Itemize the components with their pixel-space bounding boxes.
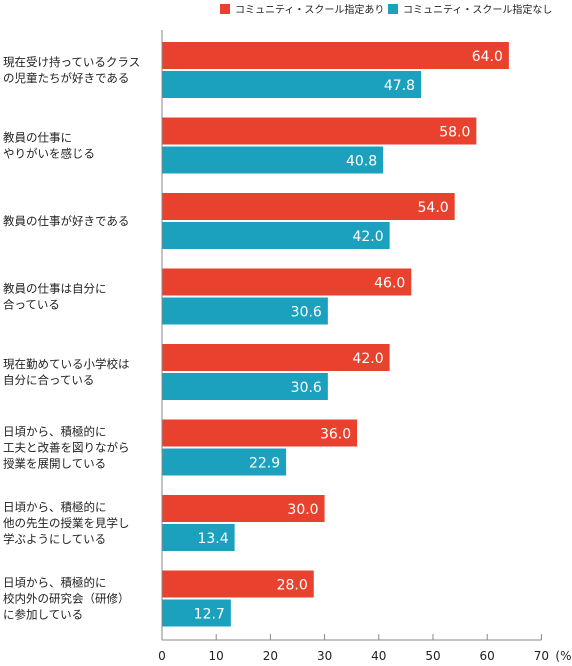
bar-0-3 [162,268,412,296]
value-label-1-0: 47.8 [384,78,415,94]
category-label-line: 現在受け持っているクラス [3,55,140,69]
bar-1-5 [162,448,287,476]
x-tick-label-70: 70 [534,649,549,663]
category-label-line: 学ぶようにしている [3,532,106,546]
category-label-line: 授業を展開している [3,457,106,471]
value-label-0-3: 46.0 [374,276,405,292]
category-label-line: に参加している [3,608,83,622]
value-label-0-1: 58.0 [439,125,470,141]
category-label-line: 教員の仕事は自分に [3,282,107,296]
value-label-1-5: 22.9 [249,456,280,472]
category-label-6: 日頃から、積極的に他の先生の授業を見学し学ぶようにしている [3,500,130,546]
value-label-1-2: 42.0 [352,229,383,245]
category-label-line: 工夫と改善を図りながら [3,441,130,455]
bar-1-1 [162,146,384,174]
category-label-1: 教員の仕事にやりがいを感じる [3,131,95,161]
bar-0-1 [162,117,477,145]
bar-1-2 [162,222,390,249]
category-label-7: 日頃から、積極的に校内外の研究会（研修） に参加している [3,576,130,622]
legend: コミュニティ・スクール指定あり コミュニティ・スクール指定なし [220,3,552,16]
legend-label-1: コミュニティ・スクール指定なし [403,3,552,16]
value-labels: 64.0 58.0 54.0 46.0 42.0 36.0 30.0 28.0 47.8 40.8… [194,49,503,623]
category-label-line: 他の先生の授業を見学し [3,516,130,530]
x-tick-label-0: 0 [158,649,166,663]
value-label-0-7: 28.0 [277,578,308,594]
category-label-0: 現在受け持っているクラスの児童たちが好きである [3,55,140,85]
bar-1-6 [162,524,235,551]
x-tick-label-30: 30 [317,649,332,663]
category-label-2: 教員の仕事が好きである [3,214,129,228]
value-label-0-0: 64.0 [472,49,503,65]
x-tick-label-60: 60 [480,649,495,663]
bar-1-0 [162,71,422,98]
bar-0-5 [162,419,358,447]
value-label-1-6: 13.4 [197,531,228,547]
x-tick-label-20: 20 [263,649,278,663]
category-label-5: 日頃から、積極的に工夫と改善を図りながら授業を展開している [3,425,130,471]
value-label-0-2: 54.0 [418,200,449,216]
category-label-line: 日頃から、積極的に [3,425,107,439]
legend-swatch-1 [388,4,398,14]
category-label-line: やりがいを感じる [3,147,95,161]
x-axis-ticks: 0 10 20 30 40 50 60 70 (%) [158,634,572,663]
value-label-0-6: 30.0 [287,502,318,518]
bars [162,42,509,627]
value-label-1-1: 40.8 [346,154,377,170]
category-label-line: 日頃から、積極的に [3,500,107,514]
bar-0-7 [162,570,314,598]
bar-0-4 [162,344,390,371]
category-label-line: 現在勤めている小学校は [3,357,130,371]
category-label-line: 日頃から、積極的に [3,576,107,590]
bar-1-4 [162,373,328,400]
bar-0-6 [162,495,325,522]
x-tick-label-50: 50 [425,649,440,663]
category-label-line: 校内外の研究会（研修） [3,592,130,606]
legend-swatch-0 [220,4,230,14]
x-tick-label-10: 10 [209,649,224,663]
bar-0-2 [162,193,455,220]
bar-1-3 [162,297,328,325]
category-label-line: の児童たちが好きである [3,71,129,85]
value-label-1-3: 30.6 [291,305,322,321]
category-labels: 現在受け持っているクラスの児童たちが好きである教員の仕事にやりがいを感じる教員の… [3,55,140,622]
value-label-0-5: 36.0 [320,427,351,443]
category-label-line: 合っている [3,298,60,312]
value-label-1-7: 12.7 [194,607,225,623]
category-label-line: 教員の仕事に [3,131,72,145]
category-label-line: 自分に合っている [3,373,94,387]
category-label-3: 教員の仕事は自分に合っている [3,282,107,312]
bar-1-7 [162,599,231,627]
bar-0-0 [162,42,509,69]
x-axis-unit-label: (%) [555,649,572,663]
value-label-0-4: 42.0 [352,351,383,367]
category-label-4: 現在勤めている小学校は自分に合っている [3,357,130,387]
legend-label-0: コミュニティ・スクール指定あり [235,3,384,16]
x-tick-label-40: 40 [371,649,386,663]
value-label-1-4: 30.6 [291,380,322,396]
category-label-line: 教員の仕事が好きである [3,214,129,228]
